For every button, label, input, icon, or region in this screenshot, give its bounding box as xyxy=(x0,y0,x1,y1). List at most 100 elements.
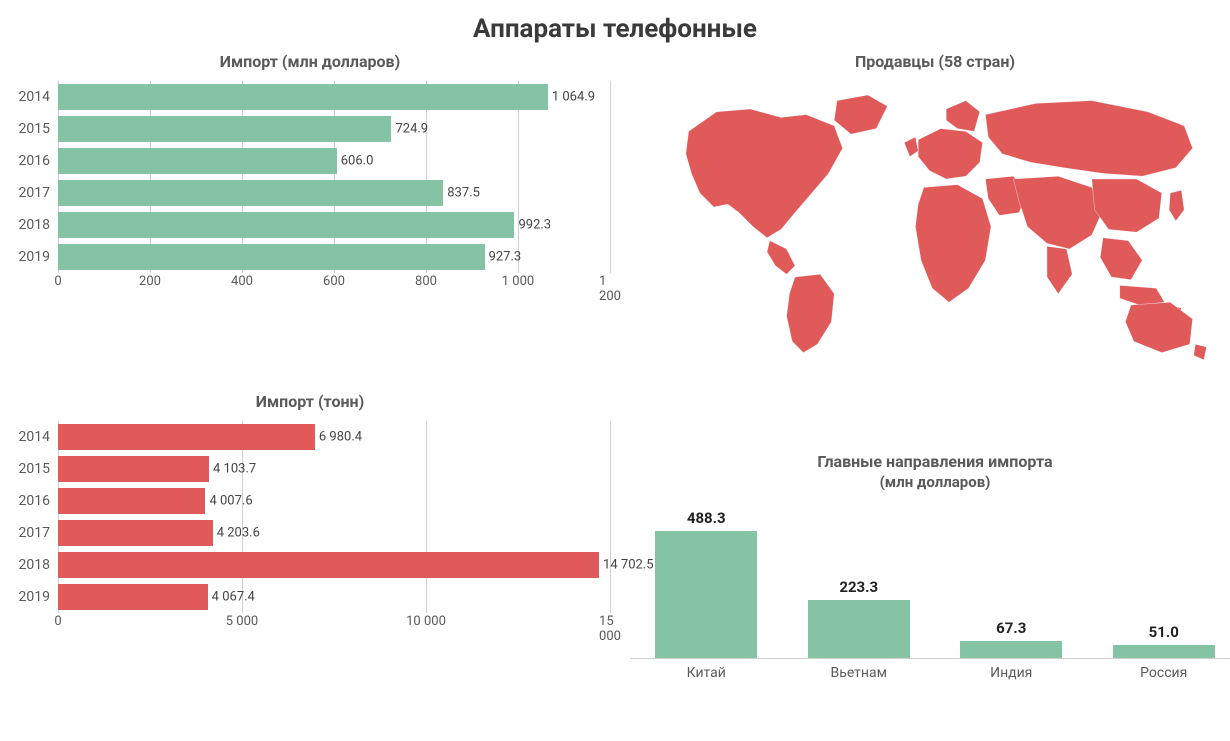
bar-row: 14 702.5 xyxy=(58,549,610,581)
bar-track: 837.5 xyxy=(58,177,610,209)
x-tick-label: Индия xyxy=(938,665,1084,681)
y-tick-label: 2017 xyxy=(10,177,58,209)
vbar-plot-area: 488.3 223.3 67.3 51.0 xyxy=(630,499,1230,659)
y-tick-label: 2018 xyxy=(10,549,58,581)
x-tick-label: Вьетнам xyxy=(786,665,932,681)
bar-value-label: 4 007.6 xyxy=(205,494,252,509)
bar-track: 4 203.6 xyxy=(58,517,610,549)
bar xyxy=(58,84,548,110)
bar-value-label: 6 980.4 xyxy=(315,430,362,445)
bar-value-label: 4 067.4 xyxy=(208,590,255,605)
page-title: Аппараты телефонные xyxy=(0,14,1230,44)
bar-row: 1 064.9 xyxy=(58,81,610,113)
vbar-column: 223.3 xyxy=(786,578,932,658)
bar-row: 992.3 xyxy=(58,209,610,241)
x-axis: 02004006008001 0001 200 xyxy=(58,273,610,301)
bar-track: 992.3 xyxy=(58,209,610,241)
chart-body: 201420152016201720182019 1 064.9 724.9 606.… xyxy=(10,81,610,273)
bar-value-label: 927.3 xyxy=(485,250,522,265)
x-axis-labels: Китай Вьетнам Индия Россия xyxy=(630,659,1230,681)
y-tick-label: 2016 xyxy=(10,145,58,177)
hbar-chart-import-tons: 2014201520162017201820196 980.44 103.74 … xyxy=(10,421,610,641)
bar-row: 4 067.4 xyxy=(58,581,610,613)
bar-row: 927.3 xyxy=(58,241,610,273)
world-map-icon xyxy=(655,81,1215,361)
bar-value-label: 606.0 xyxy=(337,154,374,169)
x-axis: 05 00010 00015 000 xyxy=(58,613,610,641)
bar-row: 4 203.6 xyxy=(58,517,610,549)
vbar-column: 51.0 xyxy=(1091,623,1230,658)
chart-rows: 1 064.9 724.9 606.0 837.5 992.3 927.3 xyxy=(58,81,610,273)
plot-wrap: 6 980.4 4 103.7 4 007.6 4 203.6 14 702.5 4 06… xyxy=(58,421,610,613)
bar-track: 724.9 xyxy=(58,113,610,145)
bar-row: 606.0 xyxy=(58,145,610,177)
bar-row: 6 980.4 xyxy=(58,421,610,453)
y-tick-label: 2015 xyxy=(10,113,58,145)
bar-value-label: 724.9 xyxy=(391,122,428,137)
x-tick-label: 5 000 xyxy=(226,614,258,629)
bar-value-label: 223.3 xyxy=(839,578,878,596)
bar xyxy=(58,148,337,174)
chart-title-import-usd: Импорт (млн долларов) xyxy=(10,52,610,71)
x-tick-label: 0 xyxy=(54,274,61,289)
bar-row: 724.9 xyxy=(58,113,610,145)
plot-wrap: 1 064.9 724.9 606.0 837.5 992.3 927.3 xyxy=(58,81,610,273)
bar-track: 1 064.9 xyxy=(58,81,610,113)
bar-track: 14 702.5 xyxy=(58,549,610,581)
x-tick-label: 1 200 xyxy=(599,274,621,304)
bar-track: 6 980.4 xyxy=(58,421,610,453)
bar-track: 4 067.4 xyxy=(58,581,610,613)
bar xyxy=(808,600,910,658)
y-axis-labels: 201420152016201720182019 xyxy=(10,81,58,273)
x-tick-label: Россия xyxy=(1091,665,1230,681)
bar-value-label: 67.3 xyxy=(996,619,1026,637)
bar-row: 4 007.6 xyxy=(58,485,610,517)
x-tick-label: 600 xyxy=(323,274,345,289)
y-tick-label: 2014 xyxy=(10,81,58,113)
bar-row: 837.5 xyxy=(58,177,610,209)
bar xyxy=(58,552,599,578)
bar xyxy=(58,456,209,482)
dashboard-grid: Импорт (млн долларов) 201420152016201720… xyxy=(0,52,1230,722)
panel-import-usd: Импорт (млн долларов) 201420152016201720… xyxy=(10,52,610,372)
bar-value-label: 4 203.6 xyxy=(213,526,260,541)
x-tick-label: 15 000 xyxy=(599,614,621,644)
bar xyxy=(1113,645,1215,658)
y-tick-label: 2014 xyxy=(10,421,58,453)
bar-value-label: 837.5 xyxy=(443,186,480,201)
panel-sellers-map: Продавцы (58 стран) xyxy=(630,52,1230,372)
y-tick-label: 2019 xyxy=(10,581,58,613)
bar-value-label: 992.3 xyxy=(514,218,551,233)
x-tick-label: 200 xyxy=(139,274,161,289)
bar-row: 4 103.7 xyxy=(58,453,610,485)
y-tick-label: 2019 xyxy=(10,241,58,273)
bar xyxy=(58,584,208,610)
bar-value-label: 1 064.9 xyxy=(548,90,595,105)
bar xyxy=(58,488,205,514)
bar-value-label: 51.0 xyxy=(1149,623,1179,641)
bar xyxy=(58,424,315,450)
x-tick-label: Китай xyxy=(633,665,779,681)
bar-value-label: 4 103.7 xyxy=(209,462,256,477)
panel-import-tons: Импорт (тонн) 2014201520162017201820196 … xyxy=(10,372,610,722)
bar xyxy=(58,180,443,206)
bar-value-label: 488.3 xyxy=(687,509,726,527)
panel-import-directions: Главные направления импорта (млн долларо… xyxy=(630,372,1230,722)
bar xyxy=(58,520,213,546)
x-tick-label: 1 000 xyxy=(502,274,534,289)
bar xyxy=(58,116,391,142)
bar xyxy=(655,531,757,658)
hbar-chart-import-usd: 201420152016201720182019 1 064.9 724.9 606.… xyxy=(10,81,610,301)
bar xyxy=(58,244,485,270)
chart-title-sellers: Продавцы (58 стран) xyxy=(630,52,1230,71)
bar-track: 927.3 xyxy=(58,241,610,273)
x-tick-label: 10 000 xyxy=(406,614,446,629)
y-tick-label: 2015 xyxy=(10,453,58,485)
vbar-chart-directions: 488.3 223.3 67.3 51.0 Китай Вьетнам Индия Росси… xyxy=(630,499,1230,681)
chart-subtitle-directions: (млн долларов) xyxy=(630,473,1230,491)
y-tick-label: 2018 xyxy=(10,209,58,241)
gridline xyxy=(610,81,611,273)
bar-track: 4 103.7 xyxy=(58,453,610,485)
bar-track: 606.0 xyxy=(58,145,610,177)
chart-title-directions: Главные направления импорта xyxy=(630,452,1230,471)
